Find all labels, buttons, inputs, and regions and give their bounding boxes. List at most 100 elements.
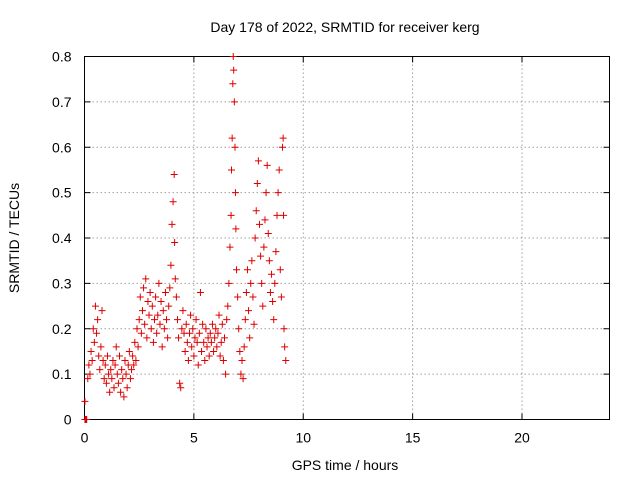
data-point — [212, 325, 220, 333]
y-tick-label: 0.4 — [52, 230, 72, 246]
y-axis-label: SRMTID / TECUs — [6, 183, 22, 293]
x-tick-label: 10 — [295, 430, 311, 446]
data-point — [153, 329, 161, 337]
data-point — [89, 325, 97, 333]
data-point — [86, 370, 94, 378]
data-point — [279, 134, 287, 142]
data-point — [186, 329, 193, 337]
data-point — [87, 347, 95, 355]
data-point — [101, 361, 109, 369]
data-point — [133, 325, 141, 333]
x-tick-label: 20 — [514, 430, 530, 446]
data-point — [178, 325, 186, 333]
data-point — [280, 325, 288, 333]
data-point — [219, 357, 227, 365]
data-point — [198, 347, 206, 355]
data-point — [143, 334, 151, 342]
data-point — [142, 275, 150, 283]
data-point — [183, 338, 191, 346]
data-point — [100, 375, 108, 383]
data-point — [176, 379, 184, 387]
data-point — [88, 357, 96, 365]
data-point — [173, 316, 181, 324]
y-tick-label: 0.3 — [52, 275, 72, 291]
data-point — [117, 388, 125, 396]
data-point — [232, 225, 240, 233]
data-point — [214, 329, 222, 337]
data-point — [106, 388, 114, 396]
data-point — [203, 343, 211, 351]
data-point — [134, 343, 142, 351]
data-point — [211, 334, 219, 342]
data-point — [218, 320, 226, 328]
data-point — [234, 293, 242, 301]
y-tick-label: 0.8 — [52, 49, 72, 65]
data-point — [280, 211, 288, 219]
data-point — [138, 307, 146, 315]
data-point — [242, 288, 250, 296]
data-point — [230, 98, 238, 106]
x-tick-label: 5 — [190, 430, 198, 446]
data-point — [264, 229, 272, 237]
data-point — [241, 316, 249, 324]
data-point — [161, 288, 169, 296]
data-point — [123, 384, 131, 392]
data-point — [168, 220, 176, 228]
data-point — [205, 352, 213, 360]
data-point — [113, 370, 121, 378]
data-point — [105, 370, 113, 378]
data-point — [192, 316, 200, 324]
data-point — [121, 357, 129, 365]
data-point — [281, 343, 289, 351]
data-point — [110, 384, 118, 392]
data-point — [125, 347, 133, 355]
data-point — [251, 234, 259, 242]
x-tick-label: 15 — [405, 430, 421, 446]
data-point — [249, 293, 257, 301]
data-point — [231, 189, 239, 197]
axis-ticks — [84, 56, 610, 420]
data-point — [96, 366, 104, 374]
data-point — [240, 343, 248, 351]
data-point — [261, 216, 269, 224]
data-point — [130, 361, 138, 369]
data-point — [265, 257, 273, 265]
data-point — [193, 338, 201, 346]
data-point — [236, 347, 244, 355]
data-point — [228, 166, 235, 174]
data-points — [81, 53, 290, 423]
data-point — [132, 357, 140, 365]
data-point — [103, 352, 111, 360]
x-tick-label: 0 — [81, 430, 89, 446]
data-point — [199, 320, 207, 328]
data-point — [227, 211, 235, 219]
data-point — [231, 143, 239, 151]
data-point — [184, 357, 192, 365]
data-point — [145, 311, 153, 319]
data-point — [152, 293, 160, 301]
data-point — [277, 293, 285, 301]
plot-frame — [84, 56, 610, 420]
data-point — [136, 293, 144, 301]
data-point — [225, 279, 233, 287]
data-point — [222, 370, 230, 378]
data-point — [129, 352, 137, 360]
chart-title: Day 178 of 2022, SRMTID for receiver ker… — [210, 19, 479, 35]
data-point — [204, 334, 212, 342]
data-point — [94, 316, 102, 324]
data-point — [170, 170, 178, 178]
data-point — [128, 366, 136, 374]
data-point — [195, 329, 203, 337]
data-point — [175, 334, 183, 342]
data-point — [201, 357, 209, 365]
data-point — [83, 416, 91, 423]
data-point — [247, 279, 255, 287]
grid — [84, 56, 610, 420]
data-point — [230, 66, 238, 74]
data-point — [269, 298, 277, 306]
data-point — [229, 53, 237, 60]
data-point — [144, 298, 152, 306]
data-point — [275, 166, 283, 174]
y-tick-label: 0 — [64, 412, 72, 428]
